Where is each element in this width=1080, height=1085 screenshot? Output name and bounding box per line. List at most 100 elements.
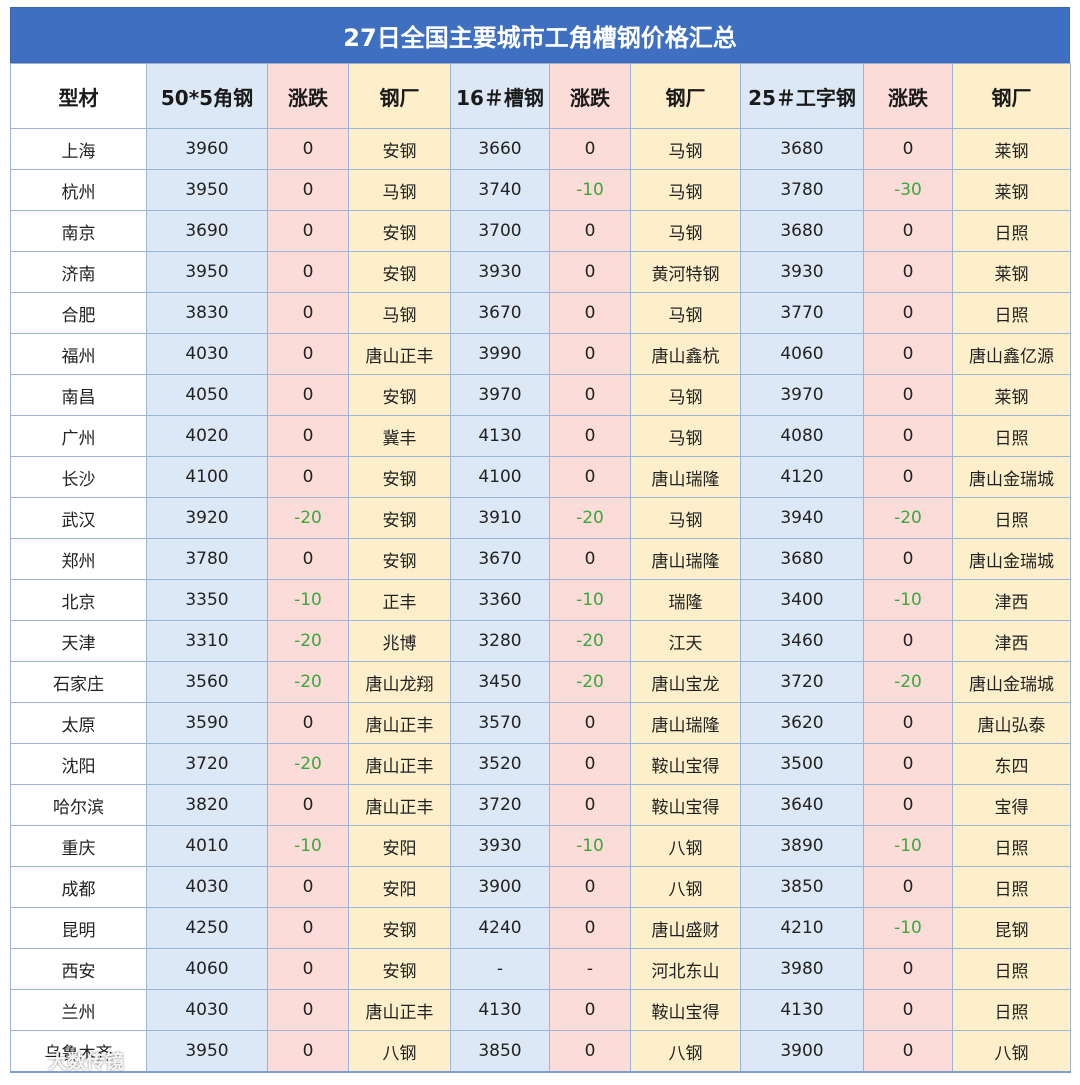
cell-ibeam-change: 0 <box>863 415 953 457</box>
cell-angle-price: 3780 <box>146 538 268 580</box>
cell-ibeam-mill: 唐山金瑞城 <box>952 456 1071 498</box>
cell-ibeam-mill: 莱钢 <box>952 251 1071 293</box>
cell-angle-change: 0 <box>267 333 349 375</box>
cell-angle-change: 0 <box>267 907 349 949</box>
table-row: 郑州 3780 0 安钢 3670 0 唐山瑞隆 3680 0 唐山金瑞城 <box>10 538 1071 580</box>
cell-ibeam-change: 0 <box>863 333 953 375</box>
cell-ibeam-change: 0 <box>863 866 953 908</box>
cell-angle-mill: 马钢 <box>348 169 451 211</box>
cell-ibeam-price: 3680 <box>740 538 864 580</box>
cell-city: 武汉 <box>10 497 147 539</box>
cell-ibeam-change: 0 <box>863 456 953 498</box>
cell-ibeam-mill: 日照 <box>952 292 1071 334</box>
cell-channel-price: 3700 <box>450 210 550 252</box>
table-row: 成都 4030 0 安阳 3900 0 八钢 3850 0 日照 <box>10 866 1071 908</box>
cell-angle-price: 3830 <box>146 292 268 334</box>
cell-ibeam-change: 0 <box>863 538 953 580</box>
cell-angle-mill: 安钢 <box>348 948 451 990</box>
cell-channel-mill: 唐山盛财 <box>630 907 741 949</box>
cell-city: 南昌 <box>10 374 147 416</box>
header-channel-mill: 钢厂 <box>630 63 741 129</box>
cell-channel-change: -20 <box>549 620 631 662</box>
cell-ibeam-price: 3720 <box>740 661 864 703</box>
table-row: 石家庄 3560 -20 唐山龙翔 3450 -20 唐山宝龙 3720 -20 唐山金瑞城 <box>10 661 1071 703</box>
cell-ibeam-mill: 东四 <box>952 743 1071 785</box>
cell-ibeam-mill: 唐山弘泰 <box>952 702 1071 744</box>
cell-angle-mill: 冀丰 <box>348 415 451 457</box>
table-row: 济南 3950 0 安钢 3930 0 黄河特钢 3930 0 莱钢 <box>10 251 1071 293</box>
table-row: 西安 4060 0 安钢 - - 河北东山 3980 0 日照 <box>10 948 1071 990</box>
cell-angle-change: 0 <box>267 702 349 744</box>
cell-angle-change: -10 <box>267 825 349 867</box>
cell-channel-change: 0 <box>549 989 631 1031</box>
cell-angle-price: 3950 <box>146 1030 268 1073</box>
table-title: 27日全国主要城市工角槽钢价格汇总 <box>10 7 1070 63</box>
cell-channel-mill: 唐山瑞隆 <box>630 538 741 580</box>
cell-angle-change: 0 <box>267 128 349 170</box>
cell-ibeam-mill: 唐山鑫亿源 <box>952 333 1071 375</box>
cell-angle-change: 0 <box>267 948 349 990</box>
cell-angle-mill: 安钢 <box>348 251 451 293</box>
cell-angle-price: 3950 <box>146 169 268 211</box>
cell-channel-price: 3850 <box>450 1030 550 1073</box>
cell-angle-price: 4030 <box>146 333 268 375</box>
cell-ibeam-price: 3850 <box>740 866 864 908</box>
cell-angle-price: 3720 <box>146 743 268 785</box>
table-row: 太原 3590 0 唐山正丰 3570 0 唐山瑞隆 3620 0 唐山弘泰 <box>10 702 1071 744</box>
cell-ibeam-price: 3640 <box>740 784 864 826</box>
cell-city: 广州 <box>10 415 147 457</box>
cell-angle-price: 3350 <box>146 579 268 621</box>
cell-channel-mill: 瑞隆 <box>630 579 741 621</box>
cell-channel-change: 0 <box>549 1030 631 1073</box>
cell-city: 重庆 <box>10 825 147 867</box>
cell-ibeam-change: -20 <box>863 497 953 539</box>
cell-angle-mill: 马钢 <box>348 292 451 334</box>
cell-angle-price: 3820 <box>146 784 268 826</box>
cell-channel-change: -10 <box>549 579 631 621</box>
cell-ibeam-mill: 莱钢 <box>952 374 1071 416</box>
cell-angle-change: 0 <box>267 415 349 457</box>
cell-city: 合肥 <box>10 292 147 334</box>
cell-channel-mill: 鞍山宝得 <box>630 743 741 785</box>
cell-angle-price: 3560 <box>146 661 268 703</box>
cell-channel-change: 0 <box>549 210 631 252</box>
cell-city: 郑州 <box>10 538 147 580</box>
cell-angle-price: 4250 <box>146 907 268 949</box>
table-row: 重庆 4010 -10 安阳 3930 -10 八钢 3890 -10 日照 <box>10 825 1071 867</box>
cell-city: 上海 <box>10 128 147 170</box>
cell-ibeam-mill: 日照 <box>952 497 1071 539</box>
cell-angle-mill: 安钢 <box>348 128 451 170</box>
cell-ibeam-mill: 日照 <box>952 989 1071 1031</box>
cell-angle-change: 0 <box>267 784 349 826</box>
cell-angle-mill: 安钢 <box>348 210 451 252</box>
cell-angle-price: 4100 <box>146 456 268 498</box>
table-row: 北京 3350 -10 正丰 3360 -10 瑞隆 3400 -10 津西 <box>10 579 1071 621</box>
cell-ibeam-price: 3780 <box>740 169 864 211</box>
cell-angle-change: 0 <box>267 538 349 580</box>
cell-angle-change: -20 <box>267 497 349 539</box>
cell-ibeam-change: 0 <box>863 210 953 252</box>
cell-angle-price: 3310 <box>146 620 268 662</box>
cell-angle-price: 4030 <box>146 989 268 1031</box>
cell-angle-change: 0 <box>267 374 349 416</box>
table-row: 天津 3310 -20 兆博 3280 -20 江天 3460 0 津西 <box>10 620 1071 662</box>
table-body: 上海 3960 0 安钢 3660 0 马钢 3680 0 莱钢 杭州 3950 0 马钢 3740 -10 马… <box>10 128 1071 1073</box>
cell-city: 杭州 <box>10 169 147 211</box>
cell-ibeam-mill: 莱钢 <box>952 128 1071 170</box>
table-row: 杭州 3950 0 马钢 3740 -10 马钢 3780 -30 莱钢 <box>10 169 1071 211</box>
cell-ibeam-price: 3970 <box>740 374 864 416</box>
cell-ibeam-mill: 日照 <box>952 866 1071 908</box>
cell-channel-mill: 马钢 <box>630 169 741 211</box>
cell-channel-price: 3280 <box>450 620 550 662</box>
cell-angle-price: 4020 <box>146 415 268 457</box>
cell-channel-mill: 黄河特钢 <box>630 251 741 293</box>
cell-angle-change: 0 <box>267 866 349 908</box>
table-row: 合肥 3830 0 马钢 3670 0 马钢 3770 0 日照 <box>10 292 1071 334</box>
cell-angle-price: 3690 <box>146 210 268 252</box>
cell-ibeam-change: 0 <box>863 251 953 293</box>
cell-channel-price: 3670 <box>450 538 550 580</box>
cell-channel-change: 0 <box>549 907 631 949</box>
price-summary: 27日全国主要城市工角槽钢价格汇总 型材 50*5角钢 涨跌 钢厂 16＃槽钢 涨跌 钢厂 2… <box>10 7 1071 1073</box>
cell-channel-change: 0 <box>549 374 631 416</box>
cell-ibeam-change: 0 <box>863 1030 953 1073</box>
